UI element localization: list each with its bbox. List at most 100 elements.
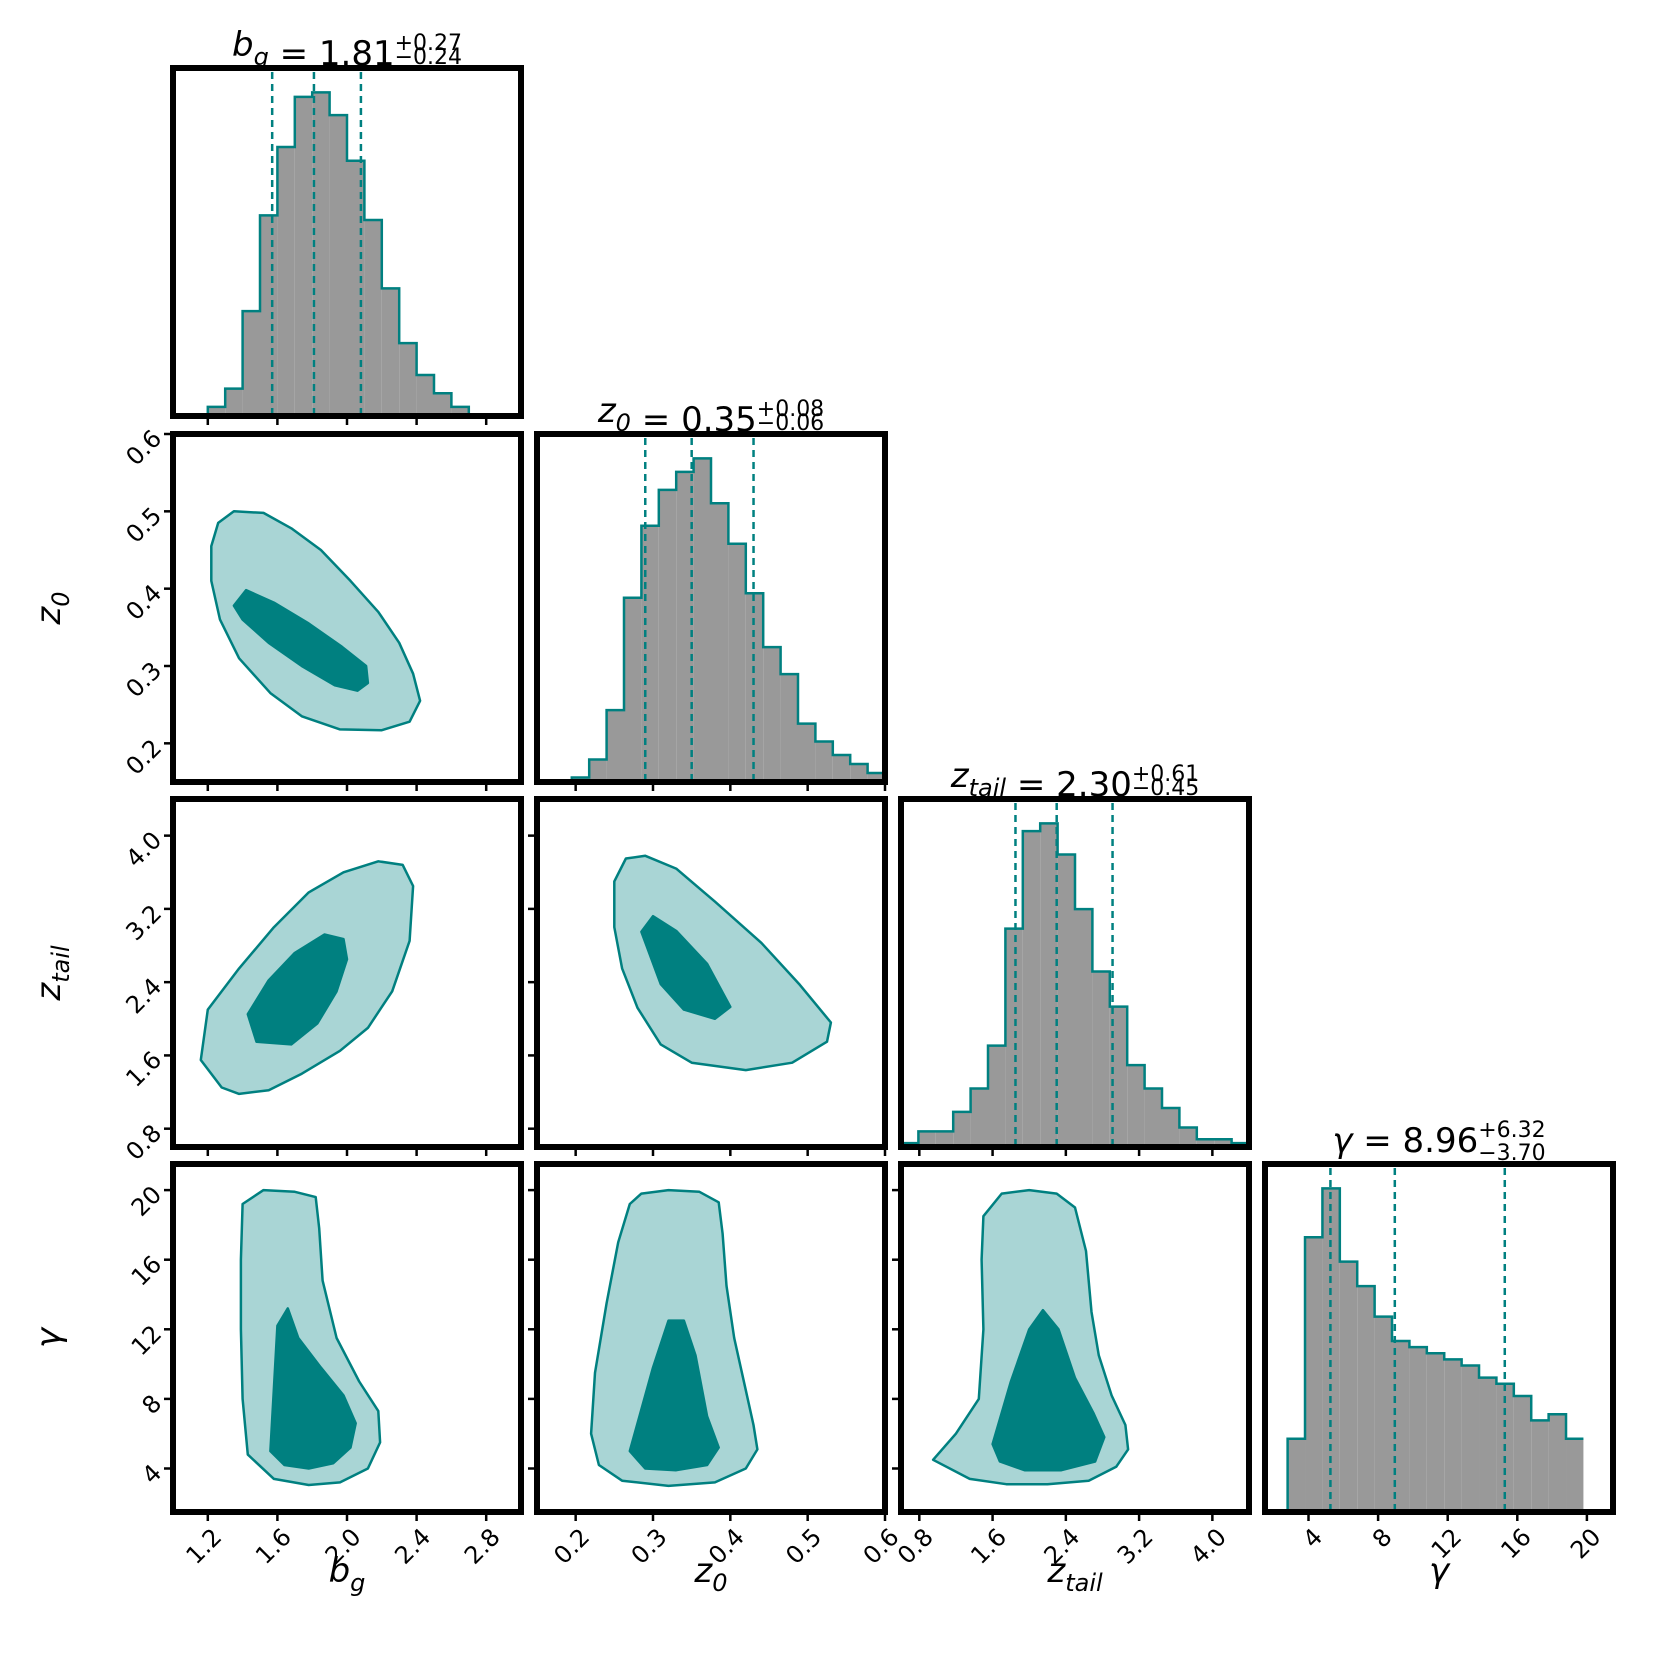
x-axis-label-bg: bg [329, 1551, 366, 1597]
hist-bar-ztail-9 [1057, 854, 1075, 1147]
hist-bar-gamma-13 [1513, 1395, 1532, 1512]
ytick-label-gamma-0: 4 [137, 1459, 168, 1490]
contour-inner-ztail-gamma [991, 1308, 1106, 1472]
ytick-label-gamma-1: 8 [137, 1389, 168, 1420]
title-lower-ztail: −0.45 [1132, 776, 1199, 801]
hist-bar-gamma-1 [1305, 1237, 1323, 1512]
hist-bar-ztail-6 [1005, 928, 1023, 1147]
hist-bar-z0-12 [745, 593, 764, 782]
contour-inner-bg-gamma [269, 1307, 357, 1470]
ytick-label-z0-2: 0.4 [120, 579, 167, 626]
hist-bar-ztail-4 [970, 1088, 988, 1147]
hist-panel-gamma [1286, 1168, 1584, 1512]
hist-bar-z0-8 [676, 471, 694, 782]
hist-bar-gamma-7 [1409, 1347, 1427, 1512]
hist-bar-ztail-12 [1109, 1006, 1128, 1147]
xtick-label-z0-0: 0.2 [548, 1523, 595, 1570]
contour-panel-z0-gamma [589, 1188, 759, 1488]
hist-bar-gamma-16 [1566, 1438, 1584, 1512]
contour-panel-z0-ztail [613, 854, 833, 1072]
hist-bar-gamma-0 [1287, 1438, 1306, 1512]
panel-frame-gamma-z0 [534, 1161, 888, 1515]
y-axis-label-z0: z0 [29, 591, 75, 625]
ytick-label-ztail-2: 2.4 [120, 973, 167, 1020]
contour-inner-bg-ztail [246, 933, 349, 1046]
hist-bar-ztail-16 [1179, 1127, 1197, 1147]
title-gamma: γ = 8.96+6.32 [1332, 1118, 1545, 1161]
hist-bar-z0-19 [867, 773, 885, 782]
hist-bar-gamma-5 [1374, 1316, 1393, 1512]
hist-bar-gamma-15 [1548, 1414, 1567, 1512]
xtick-label-bg-4: 2.8 [459, 1523, 506, 1570]
hist-panel-ztail [899, 803, 1251, 1147]
ytick-label-ztail-1: 1.6 [120, 1046, 167, 1093]
x-axis-label-gamma: γ [1429, 1551, 1451, 1591]
hist-bar-z0-15 [798, 723, 816, 782]
hist-bar-z0-10 [711, 503, 729, 782]
ytick-label-gamma-4: 20 [126, 1180, 167, 1221]
hist-bar-bg-15 [434, 393, 452, 416]
xtick-label-bg-0: 1.2 [181, 1523, 228, 1570]
hist-bar-z0-17 [832, 755, 851, 782]
hist-bar-ztail-17 [1196, 1139, 1215, 1147]
xtick-label-z0-3: 0.5 [780, 1523, 827, 1570]
x-axis-label-ztail: ztail [1046, 1551, 1103, 1597]
contour-panel-bg-ztail [199, 860, 415, 1096]
hist-bar-bg-11 [364, 219, 382, 416]
panel-frame-ztail-z0 [534, 796, 888, 1150]
hist-bar-gamma-10 [1461, 1365, 1480, 1512]
hist-bar-bg-14 [416, 374, 434, 416]
hist-bar-gamma-4 [1357, 1286, 1375, 1512]
y-axis-label-ztail: ztail [29, 945, 75, 1002]
hist-bar-bg-12 [381, 288, 400, 416]
hist-bar-z0-16 [815, 741, 833, 782]
xtick-label-gamma-1: 8 [1367, 1523, 1398, 1554]
contour-outer-z0-ztail [613, 854, 833, 1072]
ytick-label-gamma-2: 12 [126, 1320, 167, 1361]
hist-bar-bg-7 [294, 96, 313, 417]
hist-bar-bg-6 [277, 147, 295, 416]
ytick-label-z0-1: 0.3 [120, 656, 167, 703]
contour-panel-bg-gamma [239, 1188, 382, 1487]
y-axis-label-gamma: γ [29, 1326, 69, 1348]
title-z0: z0 = 0.35+0.08 [597, 391, 824, 440]
xtick-label-ztail-0: 0.8 [892, 1523, 939, 1570]
ytick-label-ztail-0: 0.8 [120, 1119, 167, 1166]
hist-bar-ztail-14 [1144, 1088, 1162, 1147]
hist-outline-z0 [537, 457, 887, 784]
hist-bar-ztail-5 [988, 1045, 1006, 1147]
ytick-label-ztail-4: 4.0 [120, 826, 167, 873]
hist-bar-ztail-15 [1162, 1108, 1180, 1147]
hist-bar-ztail-8 [1040, 823, 1058, 1147]
hist-bar-z0-6 [641, 525, 659, 782]
xtick-label-bg-1: 1.6 [250, 1523, 297, 1570]
x-axis-label-z0: z0 [693, 1551, 727, 1597]
hist-bar-gamma-14 [1531, 1420, 1549, 1512]
contour-panel-bg-z0 [210, 510, 422, 732]
hist-bar-bg-8 [312, 92, 330, 417]
hist-bar-bg-16 [451, 406, 469, 416]
contour-inner-z0-gamma [628, 1319, 720, 1472]
hist-bar-ztail-2 [935, 1131, 954, 1147]
hist-bar-z0-11 [728, 543, 746, 782]
xtick-label-z0-1: 0.3 [626, 1523, 673, 1570]
hist-bar-bg-5 [260, 215, 278, 416]
hist-bar-ztail-18 [1214, 1139, 1232, 1147]
contour-inner-z0-ztail [640, 914, 732, 1021]
title-ztail: ztail = 2.30+0.61 [950, 756, 1200, 805]
hist-bar-z0-4 [606, 710, 624, 782]
hist-bar-ztail-3 [953, 1111, 971, 1147]
hist-bar-gamma-6 [1392, 1341, 1410, 1512]
title-lower-bg: −0.24 [395, 45, 462, 70]
hist-bar-ztail-1 [918, 1131, 936, 1147]
hist-panel-z0 [537, 438, 887, 784]
hist-bar-ztail-10 [1075, 909, 1093, 1147]
ytick-label-gamma-3: 16 [126, 1250, 167, 1291]
panel-frame-z0-z0 [534, 431, 888, 785]
contour-inner-bg-z0 [232, 588, 370, 692]
ytick-label-z0-4: 0.6 [120, 424, 167, 471]
xtick-label-ztail-1: 1.6 [965, 1523, 1012, 1570]
xtick-label-bg-3: 2.4 [389, 1523, 436, 1570]
hist-outline-bg [173, 91, 521, 418]
